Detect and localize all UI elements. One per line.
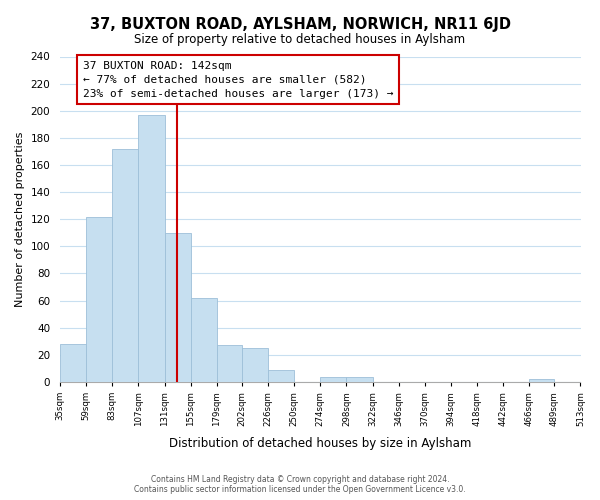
Y-axis label: Number of detached properties: Number of detached properties	[15, 132, 25, 307]
Bar	[217, 346, 242, 382]
Bar	[529, 380, 554, 382]
Bar	[60, 344, 86, 382]
Text: 37 BUXTON ROAD: 142sqm
← 77% of detached houses are smaller (582)
23% of semi-de: 37 BUXTON ROAD: 142sqm ← 77% of detached…	[83, 60, 394, 98]
Bar	[86, 216, 112, 382]
Bar	[268, 370, 294, 382]
Bar	[164, 233, 191, 382]
Bar	[242, 348, 268, 382]
Text: Size of property relative to detached houses in Aylsham: Size of property relative to detached ho…	[134, 32, 466, 46]
Bar	[112, 148, 139, 382]
Bar	[139, 115, 164, 382]
Bar	[346, 376, 373, 382]
Text: Contains HM Land Registry data © Crown copyright and database right 2024.
Contai: Contains HM Land Registry data © Crown c…	[134, 474, 466, 494]
Bar	[191, 298, 217, 382]
X-axis label: Distribution of detached houses by size in Aylsham: Distribution of detached houses by size …	[169, 437, 472, 450]
Bar	[320, 376, 346, 382]
Text: 37, BUXTON ROAD, AYLSHAM, NORWICH, NR11 6JD: 37, BUXTON ROAD, AYLSHAM, NORWICH, NR11 …	[89, 18, 511, 32]
